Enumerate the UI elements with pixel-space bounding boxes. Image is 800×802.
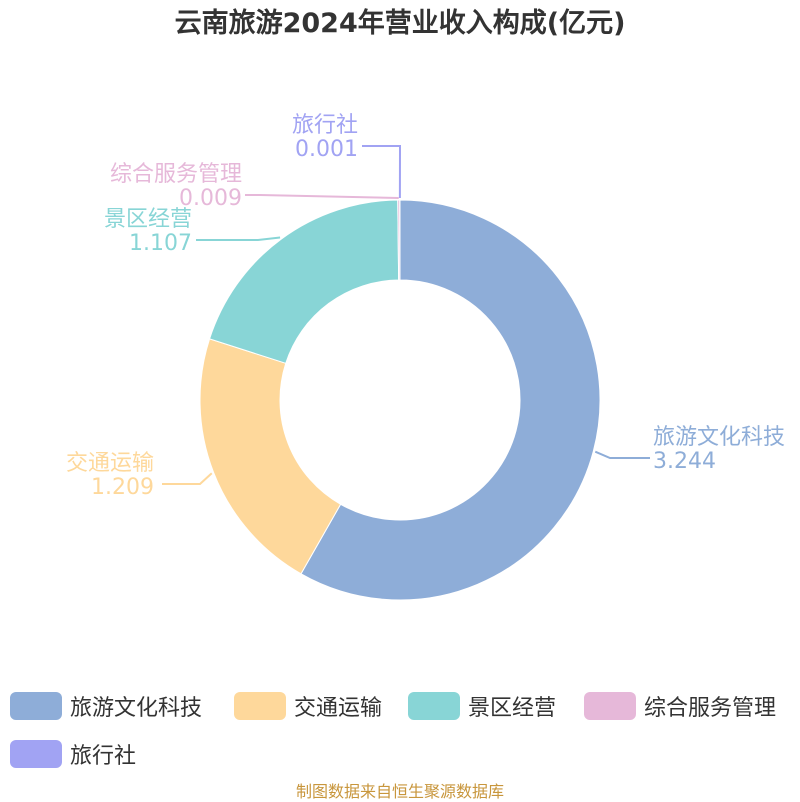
legend-swatch bbox=[584, 692, 636, 720]
slice-name-label-5: 旅行社 bbox=[292, 113, 358, 138]
slice-name-label-4: 综合服务管理 bbox=[110, 162, 242, 187]
leader-line-2 bbox=[162, 473, 212, 484]
labels-layer: 旅游文化科技3.244交通运输1.209景区经营1.107综合服务管理0.009… bbox=[66, 113, 785, 500]
legend-swatch bbox=[10, 740, 62, 768]
legend-item-4[interactable]: 综合服务管理 bbox=[584, 688, 776, 724]
leader-line-4 bbox=[245, 195, 399, 198]
legend-swatch bbox=[408, 692, 460, 720]
slice-name-label-1: 旅游文化科技 bbox=[653, 425, 785, 450]
legend-label: 综合服务管理 bbox=[644, 690, 776, 722]
leader-line-1 bbox=[595, 452, 650, 458]
slices-layer bbox=[200, 200, 600, 600]
slice-value-label-4: 0.009 bbox=[179, 186, 242, 211]
legend-swatch bbox=[234, 692, 286, 720]
legend-item-3[interactable]: 景区经营 bbox=[408, 688, 556, 724]
legend-item-5[interactable]: 旅行社 bbox=[10, 736, 136, 772]
donut-slice-3[interactable] bbox=[210, 200, 399, 363]
slice-value-label-5: 0.001 bbox=[295, 137, 358, 162]
legend-label: 旅行社 bbox=[70, 738, 136, 770]
donut-slice-2[interactable] bbox=[200, 339, 341, 574]
slice-value-label-3: 1.107 bbox=[129, 231, 192, 256]
slice-value-label-1: 3.244 bbox=[653, 449, 716, 474]
legend-label: 旅游文化科技 bbox=[70, 690, 202, 722]
legend-item-1[interactable]: 旅游文化科技 bbox=[10, 688, 202, 724]
leader-line-5 bbox=[362, 146, 400, 198]
leader-line-3 bbox=[196, 237, 280, 240]
legend-label: 景区经营 bbox=[468, 690, 556, 722]
legend-label: 交通运输 bbox=[294, 690, 382, 722]
legend-item-2[interactable]: 交通运输 bbox=[234, 688, 382, 724]
legend-swatch bbox=[10, 692, 62, 720]
slice-name-label-2: 交通运输 bbox=[66, 451, 154, 476]
source-note: 制图数据来自恒生聚源数据库 bbox=[0, 778, 800, 802]
slice-value-label-2: 1.209 bbox=[91, 475, 154, 500]
